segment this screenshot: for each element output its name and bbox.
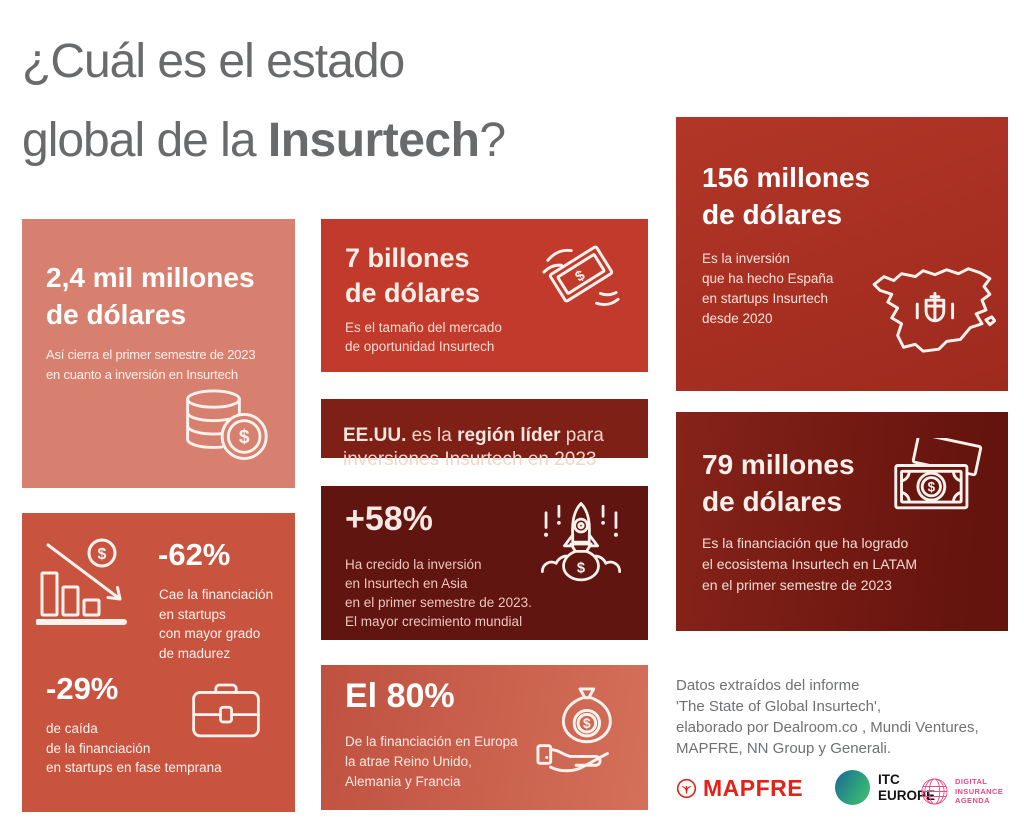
early-stage-drop-body: de caída de la financiación en startups … — [46, 721, 222, 775]
banner-text: EE.UU. es la región líder para inversion… — [343, 425, 604, 470]
rocket-icon: $ — [538, 498, 624, 590]
mapfre-logo: MAPFRE — [676, 775, 803, 802]
card-spain-investment: 156 millones de dólares Es la inversión … — [676, 117, 1008, 391]
late-stage-drop-body: Cae la financiación en startups con mayo… — [159, 587, 274, 661]
coins-icon: $ — [179, 386, 271, 462]
svg-text:$: $ — [577, 561, 585, 577]
late-stage-drop-value: -62% — [158, 537, 231, 572]
card-investment-h1-2023: 2,4 mil millones de dólares Así cierra e… — [22, 219, 295, 488]
card-europe-share: El 80% De la financiación en Europa la a… — [321, 665, 648, 810]
card-heading: El 80% — [345, 677, 455, 715]
dia-globe-icon — [921, 778, 948, 805]
moneybag-hand-icon: $ — [536, 685, 626, 777]
card-heading: 156 millones de dólares — [702, 162, 871, 230]
itc-globe-icon — [835, 770, 870, 805]
card-heading: 79 millones de dólares — [702, 449, 855, 517]
card-body: De la financiación en Europa la atrae Re… — [345, 734, 518, 789]
digital-insurance-agenda-logo: DIGITAL INSURANCE AGENDA — [921, 777, 1003, 806]
dia-wordmark: DIGITAL INSURANCE AGENDA — [955, 777, 1004, 805]
briefcase-icon — [189, 677, 263, 743]
footer-source-text: Datos extraídos del informe 'The State o… — [676, 677, 979, 757]
card-asia-growth: +58% Ha crecido la inversión en Insurtec… — [321, 486, 648, 640]
page-title-line2: global de la Insurtech? — [22, 114, 506, 167]
svg-text:$: $ — [928, 479, 936, 494]
card-funding-drop: $ -62% Cae la financiación en startups c… — [22, 513, 295, 812]
svg-text:$: $ — [583, 716, 591, 731]
card-body: Es la financiación que ha logrado el eco… — [702, 535, 918, 593]
mapfre-wordmark: MAPFRE — [703, 775, 804, 801]
page-title-line1: ¿Cuál es el estado — [22, 35, 405, 88]
flying-money-icon: $ — [540, 235, 622, 313]
itc-wordmark: ITC EUROPE — [878, 772, 936, 803]
card-market-size: 7 billones de dólares Es el tamaño del m… — [321, 219, 648, 372]
card-body: Es el tamaño del mercado de oportunidad … — [345, 320, 502, 354]
svg-text:$: $ — [239, 427, 250, 448]
banknotes-icon: $ — [890, 438, 990, 518]
spain-map-icon — [866, 257, 996, 361]
card-latam-funding: 79 millones de dólares Es la financiació… — [676, 412, 1008, 631]
early-stage-drop-value: -29% — [46, 671, 119, 706]
card-heading: 2,4 mil millones de dólares — [46, 262, 255, 330]
card-body: Es la inversión que ha hecho España en s… — [702, 251, 834, 326]
card-body: Ha crecido la inversión en Insurtech en … — [345, 557, 532, 629]
banner-us-leader: EE.UU. es la región líder para inversion… — [321, 399, 648, 470]
card-heading: +58% — [345, 500, 433, 538]
card-heading: 7 billones de dólares — [345, 243, 481, 308]
page-title: ¿Cuál es el estado global de la Insurtec… — [22, 22, 506, 180]
svg-text:$: $ — [98, 546, 107, 563]
declining-chart-icon: $ — [36, 537, 151, 632]
itc-europe-logo: ITC EUROPE — [835, 770, 935, 805]
card-body: Así cierra el primer semestre de 2023 en… — [46, 347, 256, 382]
mapfre-emblem-icon — [676, 778, 697, 799]
